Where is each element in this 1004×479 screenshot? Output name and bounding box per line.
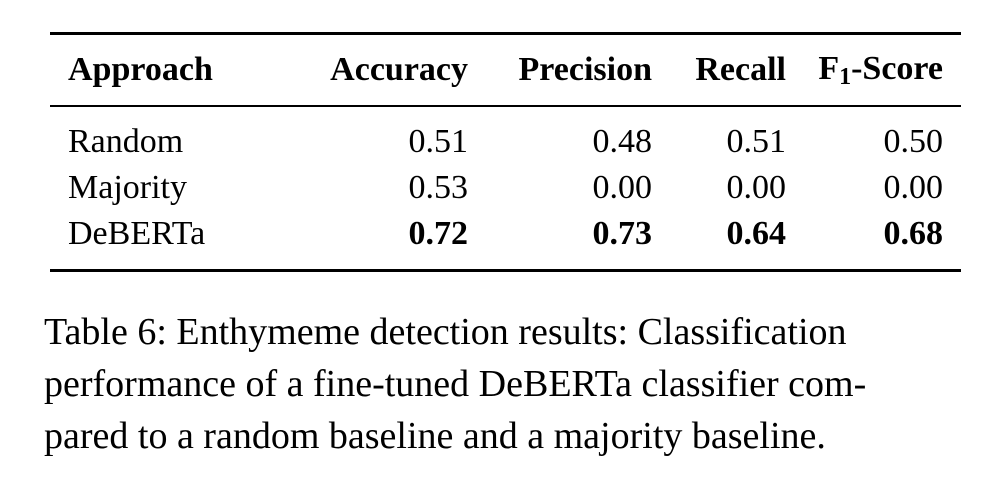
header-precision: Precision	[518, 51, 652, 88]
cell-approach: Random	[68, 123, 184, 160]
cell-accuracy: 0.53	[408, 169, 469, 206]
cell-recall: 0.51	[726, 123, 787, 160]
caption-line-1: Table 6: Enthymeme detection results: Cl…	[44, 311, 847, 353]
cell-accuracy: 0.51	[408, 123, 469, 160]
cell-precision: 0.48	[592, 123, 653, 160]
header-recall: Recall	[695, 51, 786, 88]
header-approach: Approach	[68, 51, 213, 88]
cell-f1: 0.50	[883, 123, 944, 160]
header-f1-suffix: -Score	[851, 49, 943, 87]
cell-approach: DeBERTa	[68, 215, 206, 252]
cell-recall: 0.00	[726, 169, 787, 206]
cell-precision: 0.73	[592, 215, 653, 252]
table-caption: Table 6: Enthymeme detection results: Cl…	[44, 306, 974, 462]
table-row: Random 0.51 0.48 0.51 0.50	[50, 106, 961, 165]
table-header-row: Approach Accuracy Precision Recall F1-Sc…	[50, 33, 961, 107]
cell-precision: 0.00	[592, 169, 653, 206]
table-row: Majority 0.53 0.00 0.00 0.00	[50, 165, 961, 211]
table-row: DeBERTa 0.72 0.73 0.64 0.68	[50, 211, 961, 271]
results-table-container: Approach Accuracy Precision Recall F1-Sc…	[50, 32, 961, 272]
caption-line-2: performance of a fine-tuned DeBERTa clas…	[44, 363, 867, 405]
header-f1-subscript: 1	[839, 63, 852, 90]
cell-recall: 0.64	[726, 215, 787, 252]
header-f1-score: F1-Score	[786, 34, 961, 107]
results-table: Approach Accuracy Precision Recall F1-Sc…	[50, 32, 961, 272]
header-f1-prefix: F	[818, 49, 840, 87]
cell-f1: 0.00	[883, 169, 944, 206]
cell-approach: Majority	[68, 169, 187, 206]
header-accuracy: Accuracy	[330, 51, 468, 88]
caption-line-3: pared to a random baseline and a majorit…	[44, 415, 826, 457]
cell-f1: 0.68	[883, 215, 944, 252]
cell-accuracy: 0.72	[408, 215, 469, 252]
